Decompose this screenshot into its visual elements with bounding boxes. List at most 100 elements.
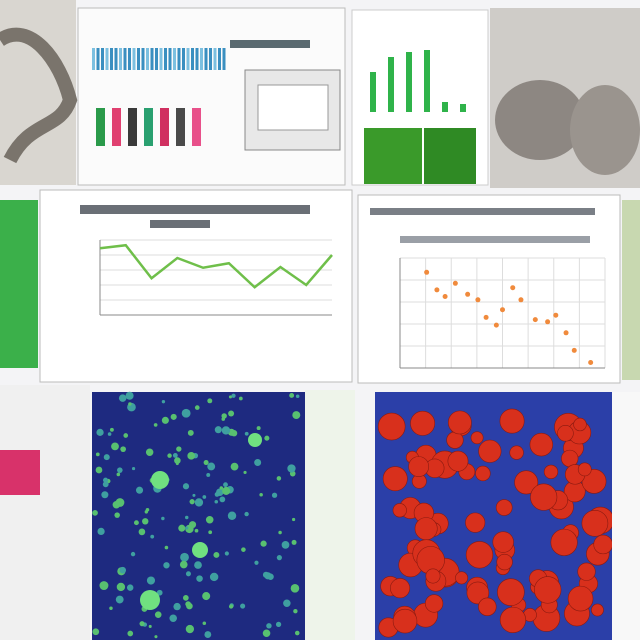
scatter-point xyxy=(563,330,569,336)
cell xyxy=(497,578,525,606)
particle xyxy=(276,476,282,481)
particle xyxy=(219,496,226,503)
cell xyxy=(382,466,408,492)
particle xyxy=(187,429,194,436)
cell xyxy=(425,594,444,613)
particle xyxy=(154,635,158,639)
line-chart-panel xyxy=(39,189,353,383)
particle xyxy=(275,621,282,628)
particle xyxy=(207,462,216,471)
particle xyxy=(133,520,139,526)
decor-bar xyxy=(123,48,127,70)
particle xyxy=(109,606,113,610)
decor-bar xyxy=(101,48,104,70)
particle xyxy=(208,530,213,535)
particle xyxy=(207,398,213,404)
particle xyxy=(99,581,109,591)
brain-shape xyxy=(570,85,640,175)
particle xyxy=(185,571,191,577)
particle xyxy=(228,395,233,399)
cell xyxy=(465,541,494,569)
decor-bar xyxy=(137,48,140,70)
particle xyxy=(228,410,235,417)
particle xyxy=(120,446,127,453)
cell xyxy=(573,417,587,432)
cell xyxy=(496,553,513,571)
decor-bar xyxy=(155,48,158,70)
particle xyxy=(248,433,262,447)
particle xyxy=(142,518,149,525)
particle xyxy=(278,530,282,535)
particle xyxy=(205,515,214,524)
particle xyxy=(222,486,231,495)
decor-bar xyxy=(92,48,95,70)
particle xyxy=(161,416,169,424)
particle xyxy=(174,457,181,464)
cell xyxy=(561,449,579,468)
particle xyxy=(194,561,202,569)
particle xyxy=(170,413,177,420)
particle xyxy=(161,399,166,404)
decor-tube xyxy=(96,108,105,146)
decor-tube xyxy=(112,108,121,146)
particle xyxy=(281,540,290,549)
particle xyxy=(164,545,169,550)
green-strip xyxy=(0,200,38,368)
particle xyxy=(127,630,134,637)
decor-bar xyxy=(460,104,466,112)
particle xyxy=(187,451,196,460)
particle xyxy=(95,452,100,457)
particle xyxy=(154,611,162,618)
particle xyxy=(140,590,160,610)
particle xyxy=(189,499,195,505)
particle xyxy=(271,492,278,498)
particle xyxy=(182,595,189,601)
decor-tube xyxy=(144,108,153,146)
particle xyxy=(192,493,196,497)
particle xyxy=(194,405,200,410)
particle xyxy=(96,428,104,436)
decor-tube xyxy=(160,108,169,146)
decor-bars xyxy=(92,48,226,146)
particle xyxy=(103,477,109,483)
particle xyxy=(185,515,189,520)
particle xyxy=(295,394,300,399)
particle xyxy=(182,483,190,490)
particle xyxy=(238,396,243,401)
green-particles xyxy=(92,391,301,639)
particle xyxy=(264,435,270,441)
scatter-point xyxy=(588,360,594,365)
particle xyxy=(292,517,296,522)
cell xyxy=(410,410,436,436)
particle xyxy=(107,432,112,436)
cell xyxy=(492,531,514,553)
decor-bar xyxy=(132,48,136,70)
decor-bar xyxy=(370,72,376,112)
cell xyxy=(455,571,469,585)
cell xyxy=(466,581,490,605)
particle xyxy=(178,524,186,532)
particle xyxy=(289,392,295,398)
particle xyxy=(148,624,152,628)
cell xyxy=(581,509,609,537)
cell xyxy=(446,431,464,449)
particle xyxy=(262,629,271,638)
decor-green-bars xyxy=(370,50,466,112)
decor-bar xyxy=(146,48,149,70)
particle xyxy=(103,454,110,461)
decor-tube xyxy=(176,108,185,146)
particle xyxy=(287,464,296,473)
particle xyxy=(92,510,98,516)
scatter-point xyxy=(553,312,559,318)
scatter-point xyxy=(500,307,505,313)
particle xyxy=(202,621,207,626)
particle xyxy=(290,583,300,593)
scatter-point xyxy=(483,314,489,320)
text-placeholder xyxy=(230,40,310,48)
particle xyxy=(266,623,272,629)
particle xyxy=(256,426,261,431)
text-placeholder xyxy=(400,236,590,243)
particle xyxy=(176,446,182,452)
particle xyxy=(291,539,297,545)
